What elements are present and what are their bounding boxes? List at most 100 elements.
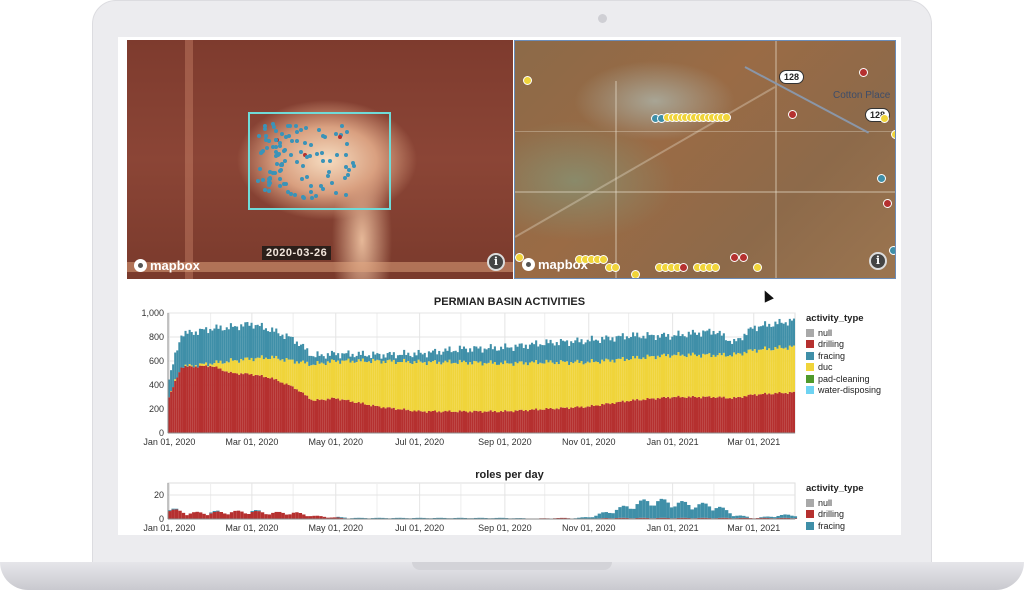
bar-fracing: [388, 351, 391, 360]
bar-fracing: [582, 344, 585, 365]
bar-duc: [574, 361, 577, 408]
bar-drilling: [405, 410, 408, 433]
bar-fracing: [708, 328, 711, 354]
bar-drilling: [557, 409, 560, 433]
bar-drilling: [243, 513, 248, 519]
bar-duc: [382, 360, 385, 408]
bar-drilling: [645, 517, 650, 519]
bar-duc: [302, 360, 305, 393]
bar-fracing: [246, 322, 249, 358]
bar-duc: [762, 349, 765, 394]
bar-duc: [283, 361, 286, 385]
well-marker-drilling[interactable]: [883, 199, 892, 208]
bar-drilling: [741, 397, 744, 433]
well-marker-duc[interactable]: [599, 255, 608, 264]
bar-duc: [580, 361, 583, 407]
info-icon[interactable]: i: [487, 253, 505, 271]
bar-fracing: [611, 337, 614, 360]
bar-fracing: [363, 355, 366, 362]
bar-drilling: [580, 406, 583, 433]
bar-fracing: [417, 349, 420, 360]
bar-duc: [221, 363, 224, 371]
bar-duc: [784, 347, 787, 393]
bar-drilling: [361, 402, 364, 433]
bar-duc: [710, 357, 713, 398]
satellite-map-right[interactable]: 128 128 Cotton Place mapbox i: [514, 40, 896, 279]
bar-duc: [469, 362, 472, 412]
bar-fracing: [676, 502, 681, 518]
activity-point: [343, 153, 348, 158]
bar-fracing: [608, 512, 612, 519]
legend-item-pad-cleaning[interactable]: pad-cleaning: [806, 373, 881, 385]
legend-item-duc[interactable]: duc: [806, 362, 881, 374]
well-marker-duc[interactable]: [880, 114, 889, 123]
bar-drilling: [211, 366, 214, 433]
bar-drilling: [302, 392, 305, 433]
well-marker-duc[interactable]: [611, 263, 620, 272]
bar-drilling: [764, 392, 767, 433]
well-marker-duc[interactable]: [891, 130, 895, 139]
mapbox-logo[interactable]: mapbox: [134, 258, 200, 273]
bar-duc: [421, 362, 424, 412]
well-marker-duc[interactable]: [721, 113, 731, 122]
bar-duc: [685, 357, 688, 398]
activity-point: [265, 145, 270, 150]
well-marker-duc[interactable]: [631, 270, 640, 278]
well-marker-fracing[interactable]: [889, 246, 895, 255]
bar-duc: [436, 363, 439, 413]
activity-point: [288, 124, 293, 129]
bar-duc: [392, 359, 395, 408]
bar-fracing: [743, 333, 746, 352]
legend-item-drilling[interactable]: drilling: [806, 509, 864, 521]
well-marker-drilling[interactable]: [679, 263, 688, 272]
selection-box[interactable]: [248, 112, 391, 210]
satellite-map-left[interactable]: 2020-03-26 mapbox i: [127, 40, 513, 279]
well-marker-duc[interactable]: [515, 253, 524, 262]
well-marker-duc[interactable]: [753, 263, 762, 272]
well-marker-duc[interactable]: [523, 76, 532, 85]
bar-duc: [217, 362, 220, 369]
legend-item-drilling[interactable]: drilling: [806, 339, 881, 351]
bar-fracing: [260, 322, 263, 356]
roles-per-day-chart[interactable]: Jan 01, 2020 Mar 01, 2020 May 01, 2020 Jul …: [118, 479, 798, 535]
bar-drilling: [409, 410, 412, 433]
bar-fracing: [762, 325, 765, 350]
well-marker-fracing[interactable]: [877, 174, 886, 183]
well-marker-duc[interactable]: [711, 263, 720, 272]
bar-fracing: [619, 336, 622, 359]
legend-item-null[interactable]: null: [806, 327, 881, 339]
bar-fracing: [623, 339, 626, 361]
well-marker-drilling[interactable]: [859, 68, 868, 77]
bar-duc: [318, 363, 321, 401]
bar-drilling: [663, 517, 667, 519]
activity-point: [333, 190, 338, 195]
legend-item-fracing[interactable]: fracing: [806, 520, 864, 532]
bar-drilling: [555, 408, 558, 433]
bar-drilling: [279, 382, 282, 433]
bar-fracing: [277, 333, 280, 359]
bar-duc: [601, 359, 604, 404]
bar-drilling: [190, 366, 193, 433]
bar-duc: [572, 363, 575, 408]
bar-fracing: [353, 517, 358, 519]
legend-item-fracing[interactable]: fracing: [806, 350, 881, 362]
bar-duc: [498, 364, 501, 413]
info-icon[interactable]: i: [869, 252, 887, 270]
bar-duc: [238, 362, 241, 375]
bar-duc: [326, 361, 329, 399]
well-marker-drilling[interactable]: [788, 110, 797, 119]
bar-drilling: [768, 393, 771, 433]
bar-fracing: [273, 331, 276, 359]
bar-drilling: [677, 395, 680, 433]
bar-fracing: [577, 517, 581, 519]
activities-chart[interactable]: Jan 01, 2020 Mar 01, 2020 May 01, 2020 Jul …: [118, 307, 798, 467]
well-marker-drilling[interactable]: [730, 253, 739, 262]
bar-fracing: [583, 517, 588, 519]
well-marker-drilling[interactable]: [739, 253, 748, 262]
activity-point: [273, 144, 278, 149]
legend-item-water-disposing[interactable]: water-disposing: [806, 385, 881, 397]
bar-fracing: [671, 336, 674, 356]
legend-item-null[interactable]: null: [806, 497, 864, 509]
bar-fracing: [291, 336, 294, 360]
bar-duc: [743, 351, 746, 397]
